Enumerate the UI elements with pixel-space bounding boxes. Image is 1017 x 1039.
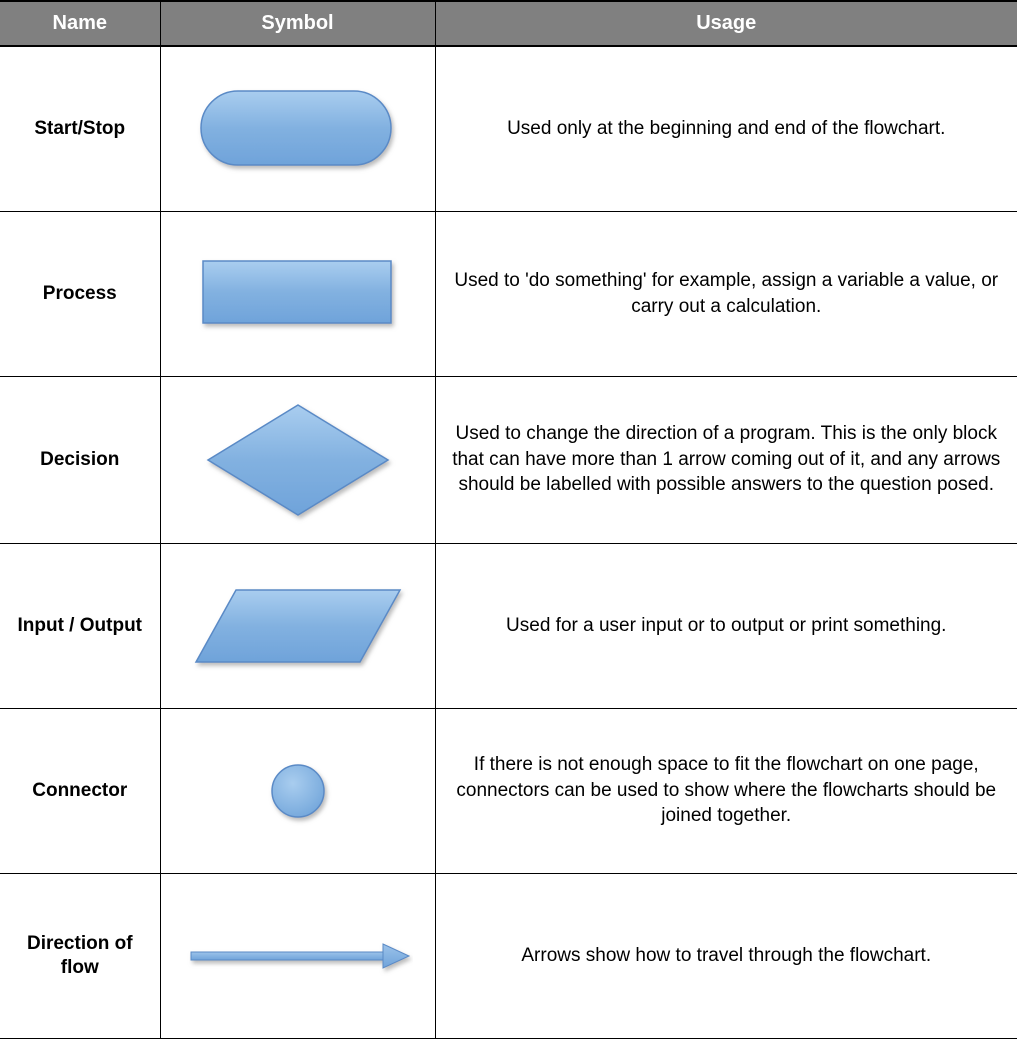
rectangle-icon	[193, 249, 403, 339]
row-usage: Used for a user input or to output or pr…	[435, 543, 1017, 708]
table-row: Input / Output Used for a user input or …	[0, 543, 1017, 708]
row-usage: Used to 'do something' for example, assi…	[435, 211, 1017, 376]
symbol-io	[160, 543, 435, 708]
terminator-icon	[193, 81, 403, 176]
table-header-row: Name Symbol Usage	[0, 1, 1017, 46]
parallelogram-icon	[188, 576, 408, 676]
arrow-icon	[183, 936, 413, 976]
col-header-symbol: Symbol	[160, 1, 435, 46]
table-row: Decision Used to change the direction of…	[0, 376, 1017, 543]
diamond-icon	[198, 395, 398, 525]
symbol-process	[160, 211, 435, 376]
col-header-name: Name	[0, 1, 160, 46]
row-name: Connector	[0, 708, 160, 873]
symbol-arrow	[160, 873, 435, 1038]
row-name: Direction of flow	[0, 873, 160, 1038]
symbol-decision	[160, 376, 435, 543]
circle-icon	[253, 746, 343, 836]
row-name: Start/Stop	[0, 46, 160, 211]
flowchart-symbols-table: Name Symbol Usage Start/Stop	[0, 0, 1017, 1039]
table-row: Connector If there is not enough space t…	[0, 708, 1017, 873]
symbol-connector	[160, 708, 435, 873]
row-name: Input / Output	[0, 543, 160, 708]
row-name: Process	[0, 211, 160, 376]
row-usage: If there is not enough space to fit the …	[435, 708, 1017, 873]
row-usage: Used only at the beginning and end of th…	[435, 46, 1017, 211]
row-usage: Used to change the direction of a progra…	[435, 376, 1017, 543]
row-usage: Arrows show how to travel through the fl…	[435, 873, 1017, 1038]
table-row: Process Used to 'do something' for examp…	[0, 211, 1017, 376]
row-name: Decision	[0, 376, 160, 543]
table-row: Direction of flow Arrows show how to	[0, 873, 1017, 1038]
symbol-terminator	[160, 46, 435, 211]
col-header-usage: Usage	[435, 1, 1017, 46]
table-row: Start/Stop Used o	[0, 46, 1017, 211]
